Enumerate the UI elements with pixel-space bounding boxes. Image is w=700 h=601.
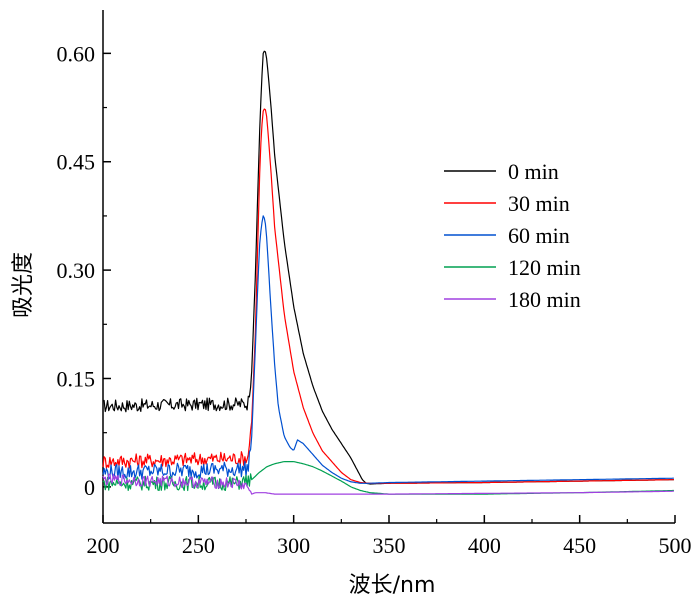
legend-label: 120 min [508,255,581,280]
y-tick-label: 0.60 [57,41,96,66]
legend-label: 0 min [508,159,559,184]
x-tick-label: 500 [659,533,692,558]
series-line [102,215,674,484]
series-line [102,473,674,495]
x-tick-label: 400 [468,533,501,558]
series-line [102,108,674,484]
legend: 0 min 30 min 60 min 120 min 180 min [444,159,581,312]
y-tick-label: 0.30 [57,258,96,283]
x-tick-label: 300 [277,533,310,558]
y-tick-label: 0.15 [57,366,96,391]
series-line [102,50,674,485]
series-layer [102,50,674,495]
x-tick-label: 450 [563,533,596,558]
legend-label: 30 min [508,191,570,216]
y-tick-label: 0.45 [57,150,96,175]
y-axis-title: 吸光度 [11,252,36,318]
x-tick-label: 200 [87,533,120,558]
y-tick-label: 0 [84,475,95,500]
x-axis-title: 波长/nm [349,573,436,598]
x-tick-label: 250 [182,533,215,558]
chart-axes: 200 250 300 350 400 450 500 0 0.15 0.30 0.45 0.60 [57,10,692,558]
legend-label: 60 min [508,223,570,248]
series-line [102,461,674,495]
x-tick-label: 350 [373,533,406,558]
legend-label: 180 min [508,287,581,312]
